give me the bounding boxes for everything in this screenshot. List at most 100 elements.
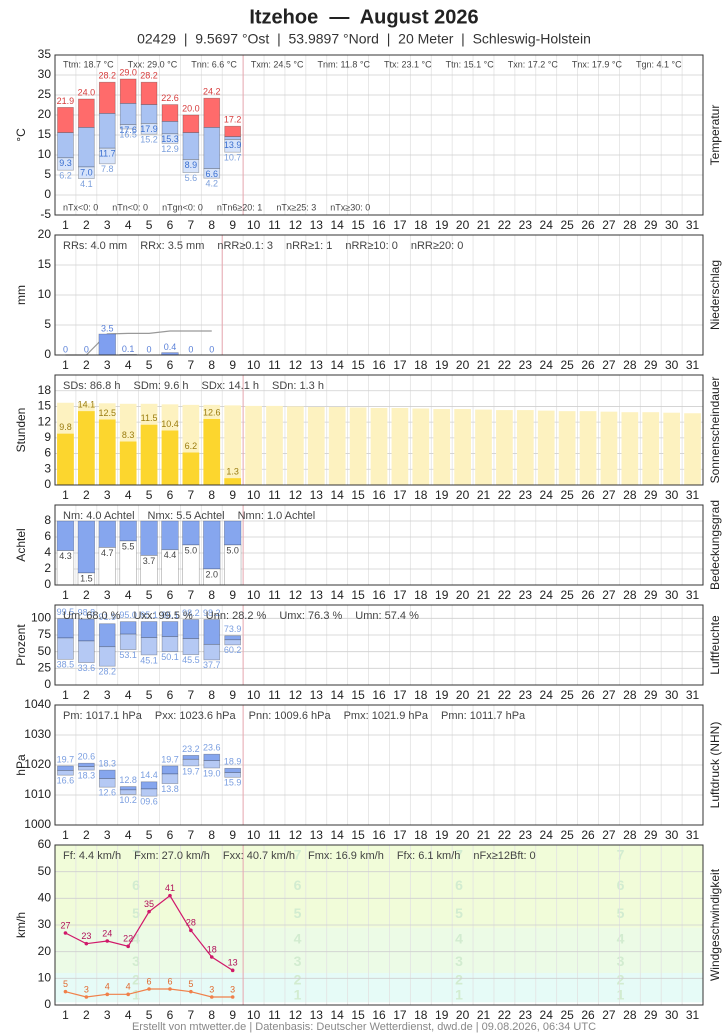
x-tick-label: 4: [125, 358, 132, 372]
data-label: 5.0: [185, 545, 198, 555]
bar: [370, 408, 388, 485]
x-tick-label: 1: [62, 1008, 69, 1022]
wind-point: [84, 941, 89, 946]
x-tick-label: 1: [62, 218, 69, 232]
data-label: 22.6: [161, 93, 179, 103]
y-tick-label: 20: [38, 227, 52, 241]
data-label: 3.7: [143, 556, 156, 566]
x-tick-label: 20: [456, 488, 470, 502]
y-tick-label: 10: [38, 147, 52, 161]
range-bar: [140, 123, 158, 135]
x-tick-label: 7: [188, 488, 195, 502]
cloud-bar: [140, 520, 158, 556]
x-tick-label: 25: [560, 1008, 574, 1022]
x-tick-label: 7: [188, 358, 195, 372]
wind-point: [126, 992, 130, 997]
data-label: 15.2: [140, 135, 158, 145]
x-tick-label: 28: [623, 488, 637, 502]
x-tick-label: 25: [560, 218, 574, 232]
data-label: 6: [167, 976, 172, 986]
data-label: 09.6: [140, 797, 158, 807]
beaufort-label: 5: [617, 905, 625, 921]
data-label: 10.2: [119, 795, 137, 805]
data-label: 6.2: [185, 441, 198, 451]
y-axis-label: hPa: [14, 754, 28, 776]
x-tick-label: 12: [289, 1008, 303, 1022]
y-axis-label: °C: [14, 128, 28, 142]
x-tick-label: 29: [644, 588, 658, 602]
panel-title: Windgeschwindigkeit: [708, 868, 722, 981]
x-tick-label: 25: [560, 488, 574, 502]
data-label: 12.6: [98, 788, 116, 798]
range-bar: [203, 760, 221, 769]
stat-text: nTn<0: 0: [112, 202, 148, 212]
beaufort-label: 4: [455, 930, 463, 946]
data-label: 5.6: [185, 173, 198, 183]
x-tick-label: 15: [351, 218, 365, 232]
y-tick-label: 20: [38, 107, 52, 121]
x-tick-label: 6: [167, 488, 174, 502]
x-tick-label: 25: [560, 358, 574, 372]
x-tick-label: 7: [188, 588, 195, 602]
range-bar: [140, 621, 158, 639]
x-tick-label: 13: [310, 828, 324, 842]
x-tick-label: 26: [581, 488, 595, 502]
beaufort-label: 3: [132, 953, 140, 969]
x-tick-label: 18: [414, 488, 428, 502]
x-tick-label: 18: [414, 358, 428, 372]
y-tick-label: 0: [44, 997, 51, 1011]
range-bar: [78, 766, 95, 771]
y-tick-label: 1030: [24, 727, 51, 741]
beaufort-band: [55, 871, 703, 901]
x-tick-label: 30: [665, 488, 679, 502]
bar: [412, 408, 430, 485]
stat-text: nFx≥12Bft: 0: [473, 850, 535, 862]
data-label: 3: [209, 984, 214, 994]
range-bar: [203, 127, 221, 169]
data-label: 0.1: [122, 344, 135, 354]
stat-text: SDm: 9.6 h: [133, 380, 188, 392]
range-bar: [161, 121, 179, 135]
data-label: 28.2: [98, 667, 116, 677]
data-label: 4: [105, 982, 110, 992]
x-tick-label: 28: [623, 218, 637, 232]
panel-title: Sonnenscheindauer: [708, 377, 722, 484]
x-tick-label: 3: [104, 588, 111, 602]
x-tick-label: 3: [104, 218, 111, 232]
y-tick-label: 30: [38, 67, 52, 81]
x-tick-label: 7: [188, 218, 195, 232]
bar: [433, 409, 451, 485]
y-tick-label: 15: [38, 257, 52, 271]
x-tick-label: 23: [519, 358, 533, 372]
data-label: 18.3: [78, 770, 96, 780]
x-tick-label: 11: [268, 218, 281, 232]
cloud-bar: [56, 520, 75, 551]
data-label: 13.9: [224, 140, 242, 150]
x-tick-label: 22: [498, 1008, 512, 1022]
y-axis-label: km/h: [14, 912, 28, 938]
x-tick-label: 13: [310, 358, 324, 372]
x-tick-label: 18: [414, 588, 428, 602]
data-label: 24.0: [78, 87, 96, 97]
data-label: 38.5: [57, 660, 75, 670]
bar: [287, 406, 304, 485]
x-tick-label: 2: [83, 218, 90, 232]
data-label: 95.1: [140, 610, 158, 620]
beaufort-band: [55, 845, 703, 872]
data-label: 19.7: [182, 766, 200, 776]
data-label: 4.3: [59, 551, 72, 561]
x-tick-label: 9: [229, 588, 236, 602]
x-tick-label: 11: [268, 1008, 281, 1022]
bar: [454, 409, 471, 485]
x-tick-label: 11: [268, 828, 281, 842]
data-label: 99.5: [57, 607, 75, 617]
data-label: 18.3: [98, 758, 116, 768]
x-tick-label: 8: [208, 588, 215, 602]
x-tick-label: 21: [477, 218, 491, 232]
x-tick-label: 9: [229, 218, 236, 232]
beaufort-band: [55, 901, 703, 928]
wind-point: [230, 995, 235, 999]
stat-text: Nmx: 5.5 Achtel: [148, 510, 225, 522]
x-tick-label: 5: [146, 488, 153, 502]
bar: [516, 410, 534, 485]
